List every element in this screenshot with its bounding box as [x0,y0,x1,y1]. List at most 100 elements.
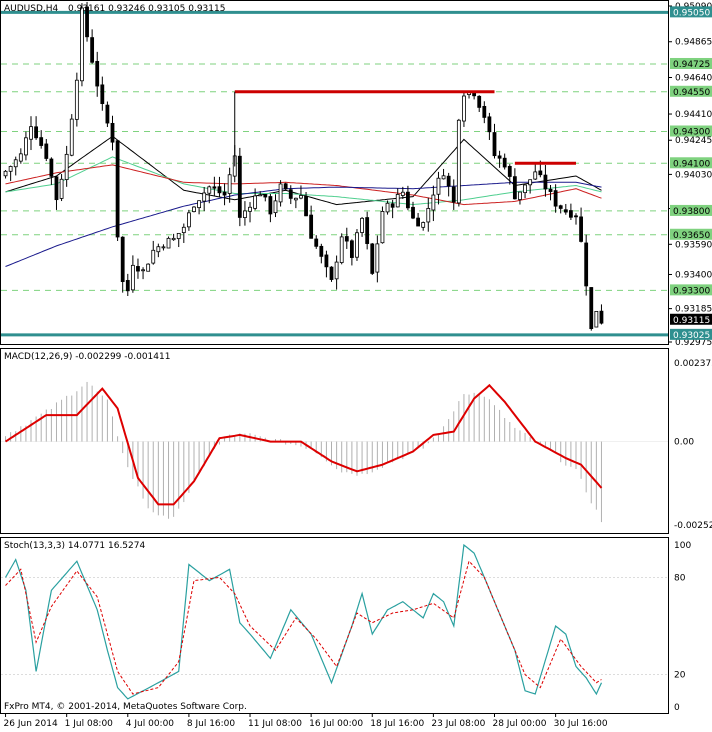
candle [553,184,558,213]
candle [130,255,135,293]
candle [395,188,400,208]
price-levels [1,10,668,337]
candle [594,310,599,328]
candle [243,201,247,226]
candle [39,130,44,149]
symbol-title: AUDUSD,H4 [4,4,59,14]
candle [574,213,578,225]
stoch-tick-label: 80 [674,573,686,583]
price-tick-label: 0.94245 [675,136,712,146]
candle [599,304,604,325]
price-tick-label: 0.93400 [675,270,712,280]
candle [105,101,110,128]
candle [222,183,227,206]
candle [258,191,263,197]
time-tick-label: 30 Jul 16:00 [554,719,608,729]
candle [212,176,217,196]
candle [360,216,364,237]
stoch-title: Stoch(13,3,3) 14.0771 16.5274 [4,541,145,551]
candle [456,118,461,207]
candle [543,165,548,197]
candle [370,242,375,276]
candle [349,239,354,266]
stoch-panel-frame [0,537,669,714]
time-tick-label: 11 Jul 08:00 [248,719,302,729]
price-panel-frame [0,0,669,345]
candle [400,186,405,199]
candle [375,235,380,283]
candle [416,212,420,227]
price-level-tag [670,157,712,169]
candle [13,156,18,176]
candle [100,76,105,111]
price-level-tag [670,328,712,340]
candle [161,244,166,251]
macd-title: MACD(12,26,9) -0.002299 -0.001411 [4,352,170,362]
candle [166,236,171,249]
candle [406,185,410,211]
price-level-tag-label: 0.93650 [673,231,710,241]
candle [283,182,288,191]
candle [237,147,242,227]
candle [436,171,441,205]
candle [3,170,8,179]
price-tick-label: 0.93590 [675,240,712,250]
price-level-tag [670,284,712,296]
time-tick-label: 28 Jul 00:00 [492,719,546,729]
candle [309,205,314,239]
candle [29,116,33,151]
candle [95,51,100,97]
macd-signal-line [4,383,603,506]
candle [411,201,415,220]
price-level-tag-label: 0.93025 [673,331,710,341]
price-tick-label: 0.94030 [675,170,712,180]
candle [49,157,54,185]
candle [431,185,436,222]
macd-tick-label: 0.00 [674,438,694,448]
candle [288,185,293,205]
candle [217,176,222,198]
candle [339,233,344,265]
price-level-tag-label: 0.94550 [673,88,710,98]
candle [446,172,451,197]
candle [507,164,512,185]
candle [523,184,527,199]
stoch-tick-label: 20 [674,671,686,681]
candle [253,188,258,211]
candle [579,207,583,243]
candle [278,180,283,207]
stoch-tick-label: 100 [674,541,691,551]
time-axis: 26 Jun 2014 1 Jul 08:00 4 Jul 00:00 8 Jul 1… [4,713,608,729]
price-tick-label: 0.94865 [675,38,712,48]
price-tick-label: 0.94410 [675,110,712,120]
candle [151,240,156,265]
ohlc-values: 0.93161 0.93246 0.93105 0.93115 [68,4,225,14]
candle [192,206,196,213]
resistance-lines [234,90,576,167]
candle [120,236,125,293]
time-tick-label: 18 Jul 16:00 [370,719,424,729]
candle [365,211,370,250]
candle [477,95,482,112]
candle [146,263,151,272]
price-tick-label: 0.93185 [675,305,712,315]
candle [421,221,426,231]
candle [156,243,161,258]
price-tick-label: 0.94640 [675,73,712,83]
candle [181,223,186,243]
candle [385,200,390,215]
time-tick-label: 4 Jul 00:00 [126,719,175,729]
candle [355,229,359,261]
candle [136,258,140,279]
candle [125,273,130,297]
price-level-tag [670,125,712,137]
time-tick-label: 1 Jul 08:00 [65,719,114,729]
candle [462,90,466,127]
time-tick-label: 26 Jun 2014 [4,719,58,729]
macd-panel-frame [0,348,669,534]
candle [227,167,232,203]
moving-average-line [5,135,602,206]
candle [304,192,308,217]
price-axis: 0.950900.948650.946400.944100.942450.940… [668,2,712,348]
